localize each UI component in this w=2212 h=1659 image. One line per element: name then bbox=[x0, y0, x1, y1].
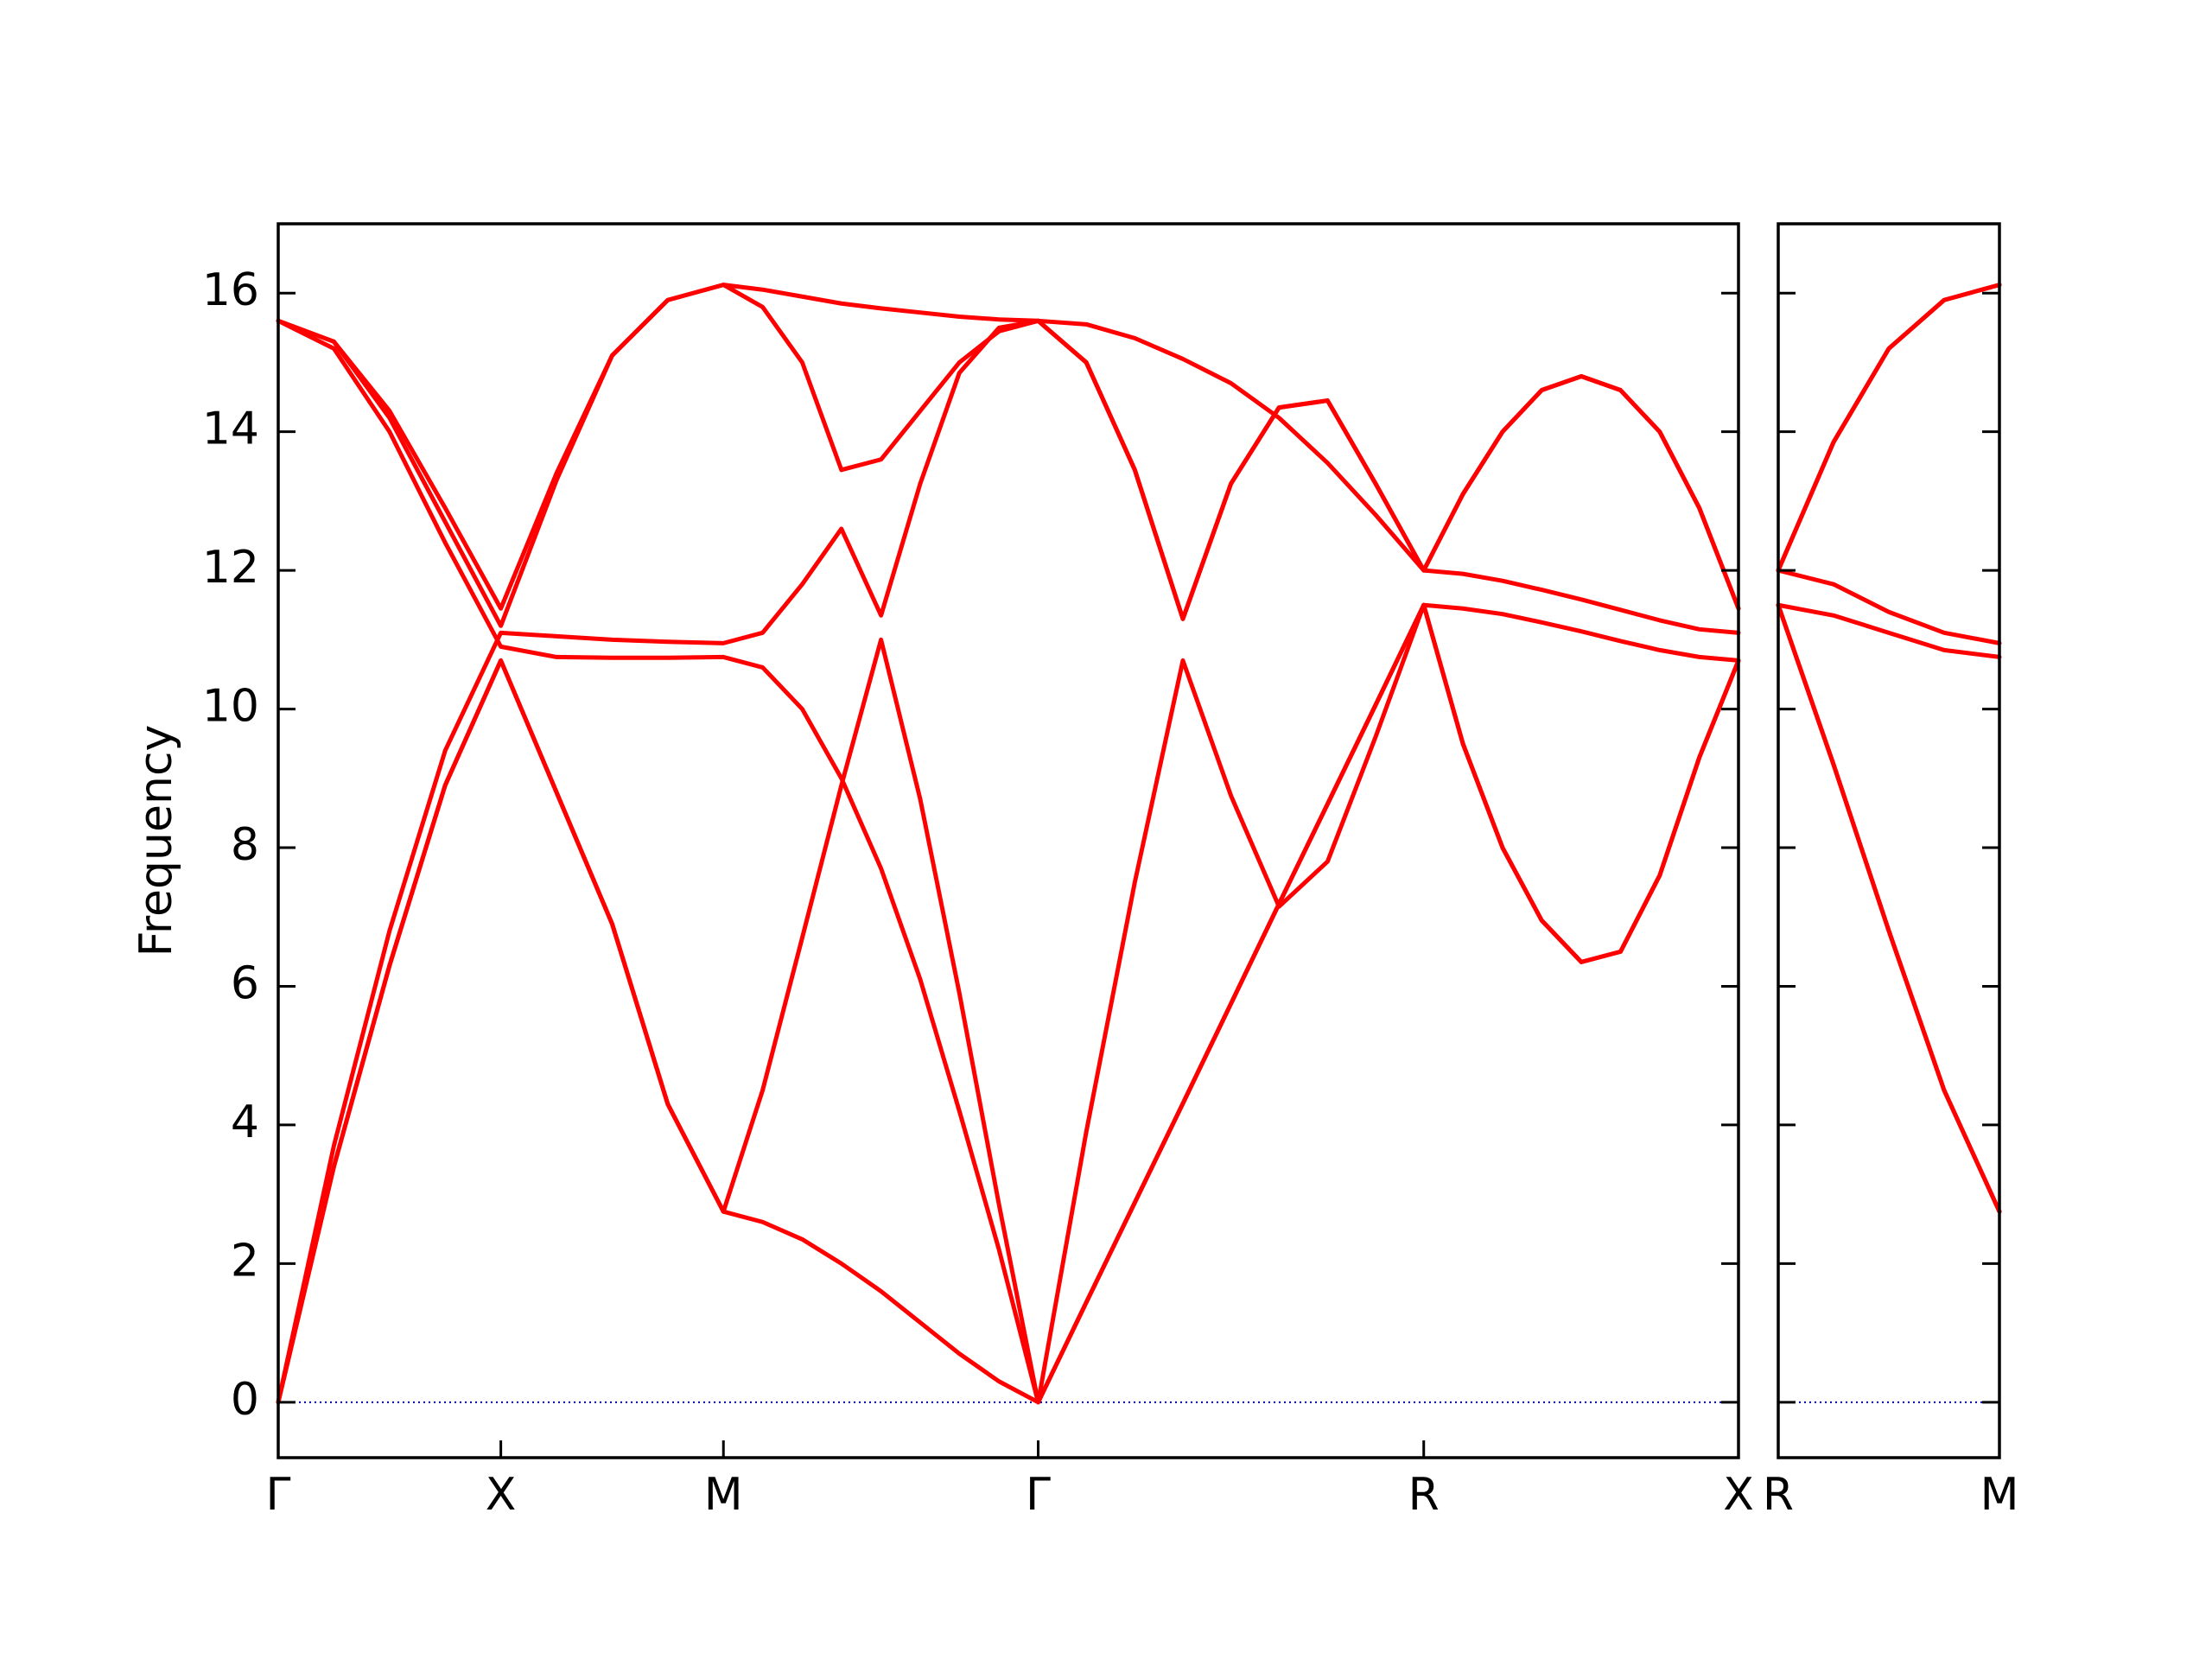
plot-frame bbox=[1777, 222, 2001, 1459]
y-axis-label: Frequency bbox=[130, 725, 182, 957]
x-tick-label: Γ bbox=[266, 1469, 291, 1521]
x-tick-label: X bbox=[486, 1469, 517, 1521]
x-tick-label: Γ bbox=[1026, 1469, 1051, 1521]
x-tick-label: R bbox=[1408, 1469, 1440, 1521]
band-line bbox=[1776, 602, 2002, 1214]
y-tick-label: 12 bbox=[202, 542, 259, 594]
y-tick-label: 4 bbox=[231, 1096, 259, 1148]
y-tick-label: 2 bbox=[231, 1235, 259, 1287]
y-tick-label: 10 bbox=[202, 681, 259, 733]
y-tick-label: 8 bbox=[231, 819, 259, 871]
x-tick-label: X bbox=[1723, 1469, 1754, 1521]
band-line bbox=[276, 318, 1741, 1405]
band-line bbox=[1776, 568, 2002, 645]
band-line bbox=[276, 318, 1741, 1405]
x-tick-label: R bbox=[1763, 1469, 1794, 1521]
band-line bbox=[276, 283, 1741, 628]
x-tick-label: M bbox=[1980, 1469, 2019, 1521]
y-tick-label: 16 bbox=[202, 264, 259, 316]
y-tick-label: 6 bbox=[231, 957, 259, 1009]
x-tick-label: M bbox=[704, 1469, 743, 1521]
band-line bbox=[1776, 283, 2002, 573]
band-line bbox=[276, 283, 1741, 635]
plot-frame bbox=[276, 222, 1740, 1459]
band-line bbox=[1776, 283, 2002, 573]
band-line bbox=[1776, 602, 2002, 659]
y-tick-label: 0 bbox=[231, 1374, 259, 1426]
y-tick-label: 14 bbox=[202, 404, 259, 455]
